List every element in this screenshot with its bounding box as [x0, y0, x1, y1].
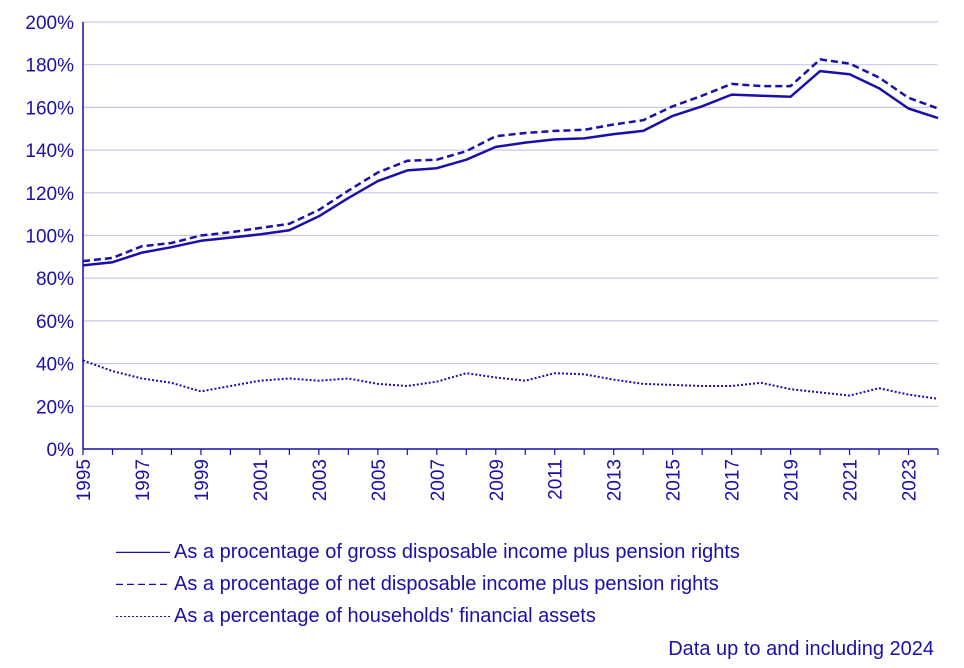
legend-label-gross: As a procentage of gross disposable inco… — [174, 540, 740, 563]
y-tick-label: 60% — [36, 312, 74, 333]
x-axis-tick-labels: 1995 1997 1999 2001 2003 2005 2007 2009 2011 2013… — [74, 459, 921, 501]
y-tick-label: 180% — [25, 56, 74, 77]
legend-item-net: As a procentage of net disposable income… — [116, 568, 740, 600]
legend-item-assets: As a percentage of households' financial… — [116, 600, 740, 632]
y-tick-label: 200% — [25, 13, 74, 34]
y-axis-tick-labels: 0% 20% 40% 60% 80% 100% 120% 140% 160% 180% 200% — [25, 13, 74, 461]
legend-label-assets: As a percentage of households' financial… — [174, 604, 596, 627]
x-tick-label: 1995 — [74, 459, 95, 501]
legend-label-net: As a procentage of net disposable income… — [174, 572, 719, 595]
series-line-solid — [82, 69, 939, 267]
legend: As a procentage of gross disposable inco… — [116, 536, 740, 632]
legend-swatch-solid — [116, 551, 170, 553]
x-tick-label: 1997 — [133, 459, 154, 501]
legend-item-gross: As a procentage of gross disposable inco… — [116, 536, 740, 568]
x-tick-label: 2011 — [546, 459, 567, 500]
data-note: Data up to and including 2024 — [668, 638, 934, 660]
legend-swatch-dotted — [116, 616, 170, 617]
x-tick-label: 2023 — [900, 459, 921, 501]
x-tick-label: 2021 — [841, 459, 862, 501]
y-tick-label: 0% — [47, 440, 75, 461]
y-tick-label: 160% — [25, 98, 74, 119]
axes — [82, 22, 939, 455]
y-tick-label: 40% — [36, 355, 74, 376]
x-tick-label: 2005 — [369, 459, 390, 501]
y-tick-label: 120% — [25, 184, 74, 205]
x-tick-label: 2009 — [487, 459, 508, 501]
legend-swatch-dashed — [116, 583, 170, 585]
gridlines — [83, 21, 938, 407]
y-tick-label: 20% — [36, 397, 74, 418]
x-tick-label: 2013 — [605, 459, 626, 501]
series-line-dotted — [82, 359, 939, 400]
x-tick-label: 2001 — [251, 459, 272, 501]
series-line-dashed — [82, 58, 939, 263]
x-tick-label: 2003 — [310, 459, 331, 501]
x-tick-label: 1999 — [192, 459, 213, 501]
x-tick-label: 2015 — [664, 459, 685, 501]
x-tick-label: 2007 — [428, 459, 449, 501]
series-lines — [82, 58, 939, 400]
y-tick-label: 140% — [25, 141, 74, 162]
x-tick-label: 2019 — [782, 459, 803, 501]
x-tick-label: 2017 — [723, 459, 744, 501]
y-tick-label: 80% — [36, 269, 74, 290]
y-tick-label: 100% — [25, 227, 74, 248]
